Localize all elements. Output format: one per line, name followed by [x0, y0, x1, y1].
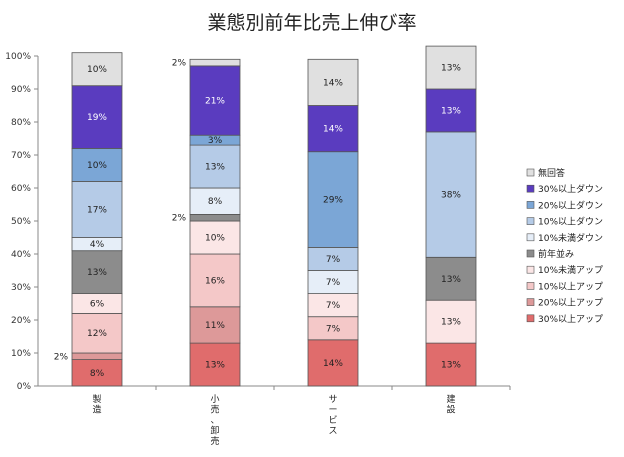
data-label: 6% [90, 300, 105, 310]
legend-swatch [526, 184, 535, 193]
bar-segment [189, 58, 241, 67]
data-label: 10% [87, 65, 107, 75]
legend-swatch [526, 168, 535, 177]
y-tick-label: 20% [11, 316, 31, 326]
legend-swatch [526, 314, 535, 323]
data-label: 13% [87, 268, 107, 278]
data-label: 13% [441, 64, 461, 74]
y-tick-label: 0% [17, 382, 32, 392]
bar-segment [71, 52, 123, 87]
bar-segment [307, 151, 359, 248]
data-label: 2% [172, 59, 187, 69]
legend-label: 10%以上ダウン [538, 216, 603, 228]
bar-segment [307, 105, 359, 153]
x-tick-label: 建設 [446, 393, 455, 416]
bar-segment [189, 213, 241, 222]
data-label: 7% [326, 301, 341, 311]
legend-label: 前年並み [538, 248, 574, 260]
data-label: 4% [90, 240, 105, 250]
x-tick-label: 製造 [92, 393, 101, 416]
bar-segment [71, 180, 123, 238]
legend-label: 10%以上アップ [538, 281, 603, 292]
data-label: 14% [323, 78, 343, 88]
data-label: 7% [326, 255, 341, 265]
data-label: 14% [323, 359, 343, 369]
data-label: 17% [87, 205, 107, 215]
bar-segment [189, 342, 241, 387]
y-tick-label: 50% [11, 217, 31, 227]
data-label: 13% [441, 275, 461, 285]
bar-segment [189, 306, 241, 344]
data-label: 38% [441, 191, 461, 201]
legend-label: 20%以上アップ [538, 298, 603, 309]
legend-swatch [526, 201, 535, 209]
y-tick-label: 60% [11, 184, 31, 194]
legend-label: 30%以上アップ [538, 314, 603, 325]
legend-label: 20%以上ダウン [538, 199, 603, 211]
data-label: 2% [172, 214, 187, 224]
data-label: 7% [326, 278, 341, 288]
data-label: 13% [441, 361, 461, 371]
data-label: 21% [205, 97, 225, 107]
data-label: 10% [205, 234, 225, 244]
bar-segment [189, 144, 241, 189]
y-tick-label: 10% [11, 349, 31, 359]
legend-swatch [526, 249, 535, 258]
bar-segment [189, 187, 241, 215]
bar-segment [425, 342, 477, 387]
data-label: 13% [441, 318, 461, 328]
bar-segment [189, 65, 241, 136]
bar-segment [71, 352, 123, 360]
chart-title: 業態別前年比売上伸び率 [207, 12, 416, 34]
data-label: 14% [323, 125, 343, 135]
legend-label: 10%未満ダウン [538, 232, 603, 244]
bar-segment [307, 58, 359, 106]
y-tick-label: 70% [11, 151, 31, 161]
data-label: 8% [208, 197, 223, 207]
legend-label: 無回答 [538, 167, 565, 179]
data-label: 16% [205, 276, 225, 286]
bar-segment [71, 359, 123, 387]
legend-label: 30%以上ダウン [538, 183, 603, 195]
bar-segment [425, 45, 477, 90]
data-label: 29% [323, 196, 343, 206]
data-label: 19% [87, 113, 107, 123]
y-tick-label: 40% [11, 250, 31, 260]
legend-swatch [526, 282, 535, 290]
bar-segment [71, 312, 123, 354]
data-label: 8% [90, 369, 105, 379]
data-label: 12% [87, 329, 107, 339]
data-label: 10% [87, 161, 107, 171]
y-tick-label: 30% [11, 283, 31, 293]
x-tick-label: サービス [328, 394, 337, 437]
legend-swatch [526, 298, 535, 306]
bar-segment [71, 250, 123, 294]
bar-segment [425, 299, 477, 344]
data-label: 11% [205, 321, 225, 331]
data-label: 13% [205, 163, 225, 173]
legend-label: 10%未満アップ [538, 264, 603, 276]
data-label: 3% [208, 136, 223, 146]
bar-segment [71, 147, 123, 182]
legend-swatch [526, 265, 535, 274]
bar-segment [425, 88, 477, 133]
bar-segment [189, 220, 241, 255]
legend-swatch [526, 233, 535, 242]
bar-segment [425, 131, 477, 258]
data-label: 7% [326, 324, 341, 334]
y-tick-label: 80% [11, 118, 31, 128]
bar-segment [307, 339, 359, 387]
y-tick-label: 90% [11, 85, 31, 95]
bar-segment [71, 85, 123, 149]
data-label: 2% [54, 352, 69, 362]
legend-swatch [526, 217, 535, 225]
data-label: 13% [205, 361, 225, 371]
data-label: 13% [441, 106, 461, 116]
bar-segment [189, 253, 241, 308]
y-tick-label: 100% [5, 52, 31, 62]
x-tick-label: 小売、卸売 [210, 394, 219, 447]
bar-segment [425, 256, 477, 301]
